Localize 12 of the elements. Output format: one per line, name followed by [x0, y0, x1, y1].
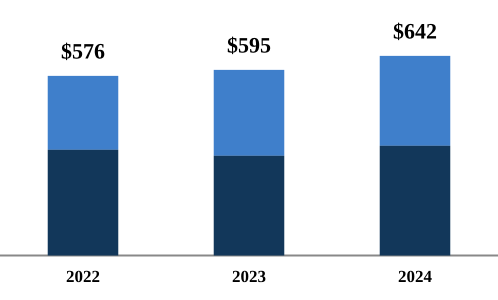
x-tick-label: 2022 — [66, 267, 100, 286]
annotation: $642 — [393, 18, 437, 44]
bar — [214, 70, 284, 156]
bar — [214, 156, 284, 256]
annotation: $595 — [227, 32, 271, 58]
bar — [380, 56, 450, 146]
annotation: $576 — [61, 38, 105, 64]
bar — [48, 76, 118, 150]
x-tick-label: 2024 — [398, 267, 432, 286]
bar — [380, 146, 450, 256]
bar — [48, 150, 118, 256]
x-tick-label: 2023 — [232, 267, 266, 286]
